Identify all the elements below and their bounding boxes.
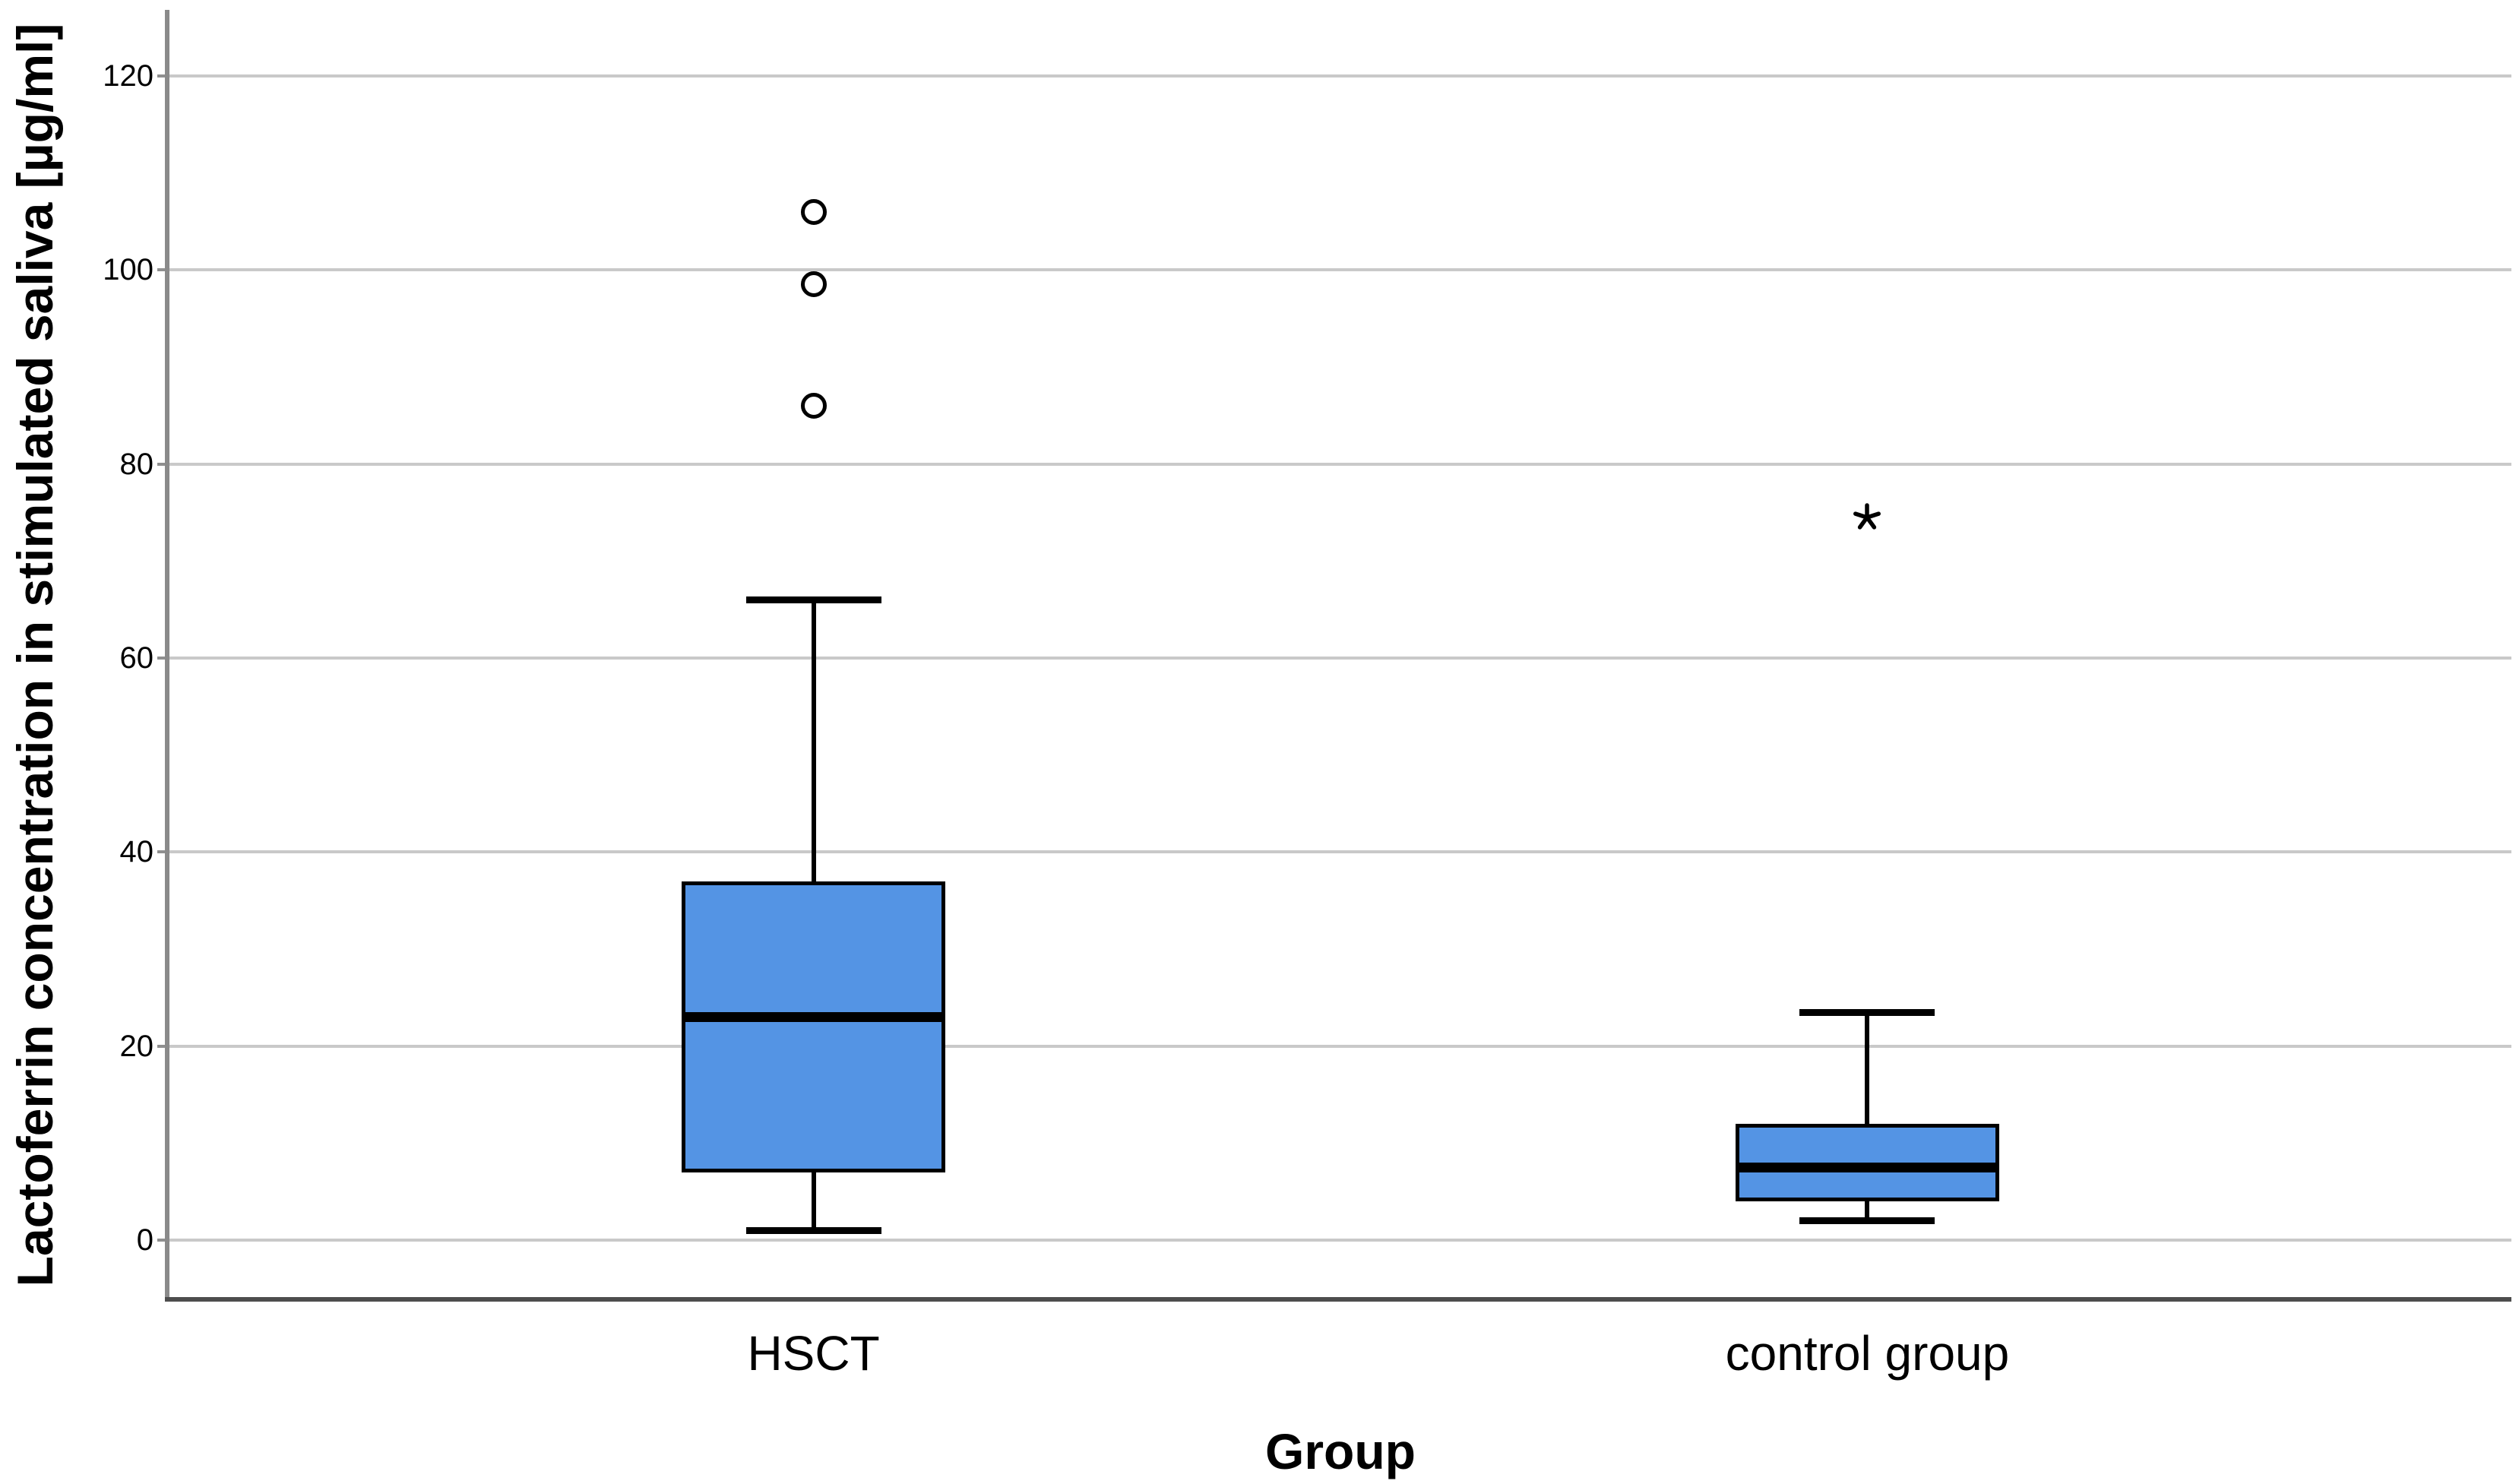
y-gridline	[169, 1239, 2511, 1242]
y-axis-line	[165, 10, 169, 1302]
y-tick-label: 120	[103, 59, 153, 93]
upper-whisker	[811, 600, 816, 881]
y-tick-mark	[157, 74, 169, 78]
y-gridline	[169, 850, 2511, 854]
upper-whisker-cap	[1799, 1008, 1935, 1016]
y-gridline	[169, 268, 2511, 272]
upper-whisker-cap	[745, 596, 881, 604]
y-tick-mark	[157, 1239, 169, 1242]
outlier-circle	[800, 271, 827, 298]
iqr-box	[682, 881, 946, 1172]
outlier-circle	[800, 393, 827, 419]
y-tick-label: 60	[119, 641, 154, 675]
x-category-label: HSCT	[747, 1326, 880, 1381]
y-tick-label: 20	[119, 1029, 154, 1063]
iqr-box	[1735, 1123, 1999, 1201]
y-gridline	[169, 656, 2511, 660]
y-gridline	[169, 1044, 2511, 1048]
x-axis-line	[165, 1297, 2511, 1302]
lower-whisker-cap	[1799, 1217, 1935, 1225]
y-tick-label: 80	[119, 447, 154, 481]
x-axis-title: Group	[1265, 1423, 1416, 1479]
y-tick-mark	[157, 656, 169, 660]
upper-whisker	[1865, 1011, 1870, 1124]
lower-whisker	[811, 1172, 816, 1231]
y-tick-label: 0	[136, 1223, 153, 1257]
y-tick-label: 40	[119, 835, 154, 869]
y-gridline	[169, 462, 2511, 466]
y-gridline	[169, 74, 2511, 78]
median-line	[1735, 1163, 1999, 1173]
y-tick-mark	[157, 1044, 169, 1048]
y-tick-mark	[157, 850, 169, 854]
y-tick-mark	[157, 462, 169, 466]
extreme-outlier-star	[1853, 503, 1881, 530]
y-tick-mark	[157, 268, 169, 272]
lower-whisker-cap	[745, 1227, 881, 1235]
outlier-circle	[800, 198, 827, 225]
lower-whisker	[1865, 1201, 1870, 1221]
median-line	[682, 1012, 946, 1023]
x-category-label: control group	[1725, 1326, 2010, 1381]
y-tick-label: 100	[103, 253, 153, 287]
